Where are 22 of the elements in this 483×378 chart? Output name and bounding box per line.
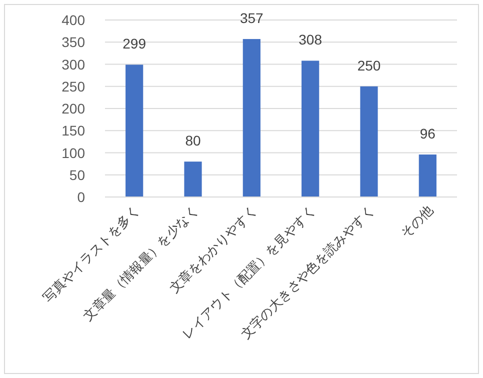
data-label: 80 bbox=[185, 132, 201, 149]
bar bbox=[184, 162, 202, 197]
y-tick-label: 150 bbox=[62, 122, 86, 139]
y-tick-label: 400 bbox=[62, 12, 86, 28]
data-label: 96 bbox=[420, 126, 436, 142]
x-tick-label: その他 bbox=[398, 202, 436, 241]
bar bbox=[360, 86, 378, 197]
data-label: 250 bbox=[357, 57, 381, 74]
y-tick-label: 200 bbox=[62, 100, 86, 116]
data-label: 357 bbox=[240, 10, 264, 26]
y-tick-label: 50 bbox=[69, 166, 86, 183]
data-label: 299 bbox=[122, 36, 146, 52]
bar bbox=[418, 154, 436, 197]
y-tick-label: 300 bbox=[62, 56, 86, 72]
y-tick-label: 350 bbox=[62, 34, 86, 50]
data-label: 308 bbox=[298, 32, 322, 48]
y-tick-label: 0 bbox=[77, 189, 86, 205]
bar bbox=[242, 39, 260, 197]
y-tick-label: 100 bbox=[62, 144, 86, 161]
bar bbox=[126, 64, 144, 197]
bar bbox=[302, 60, 320, 197]
y-tick-label: 250 bbox=[62, 78, 86, 94]
